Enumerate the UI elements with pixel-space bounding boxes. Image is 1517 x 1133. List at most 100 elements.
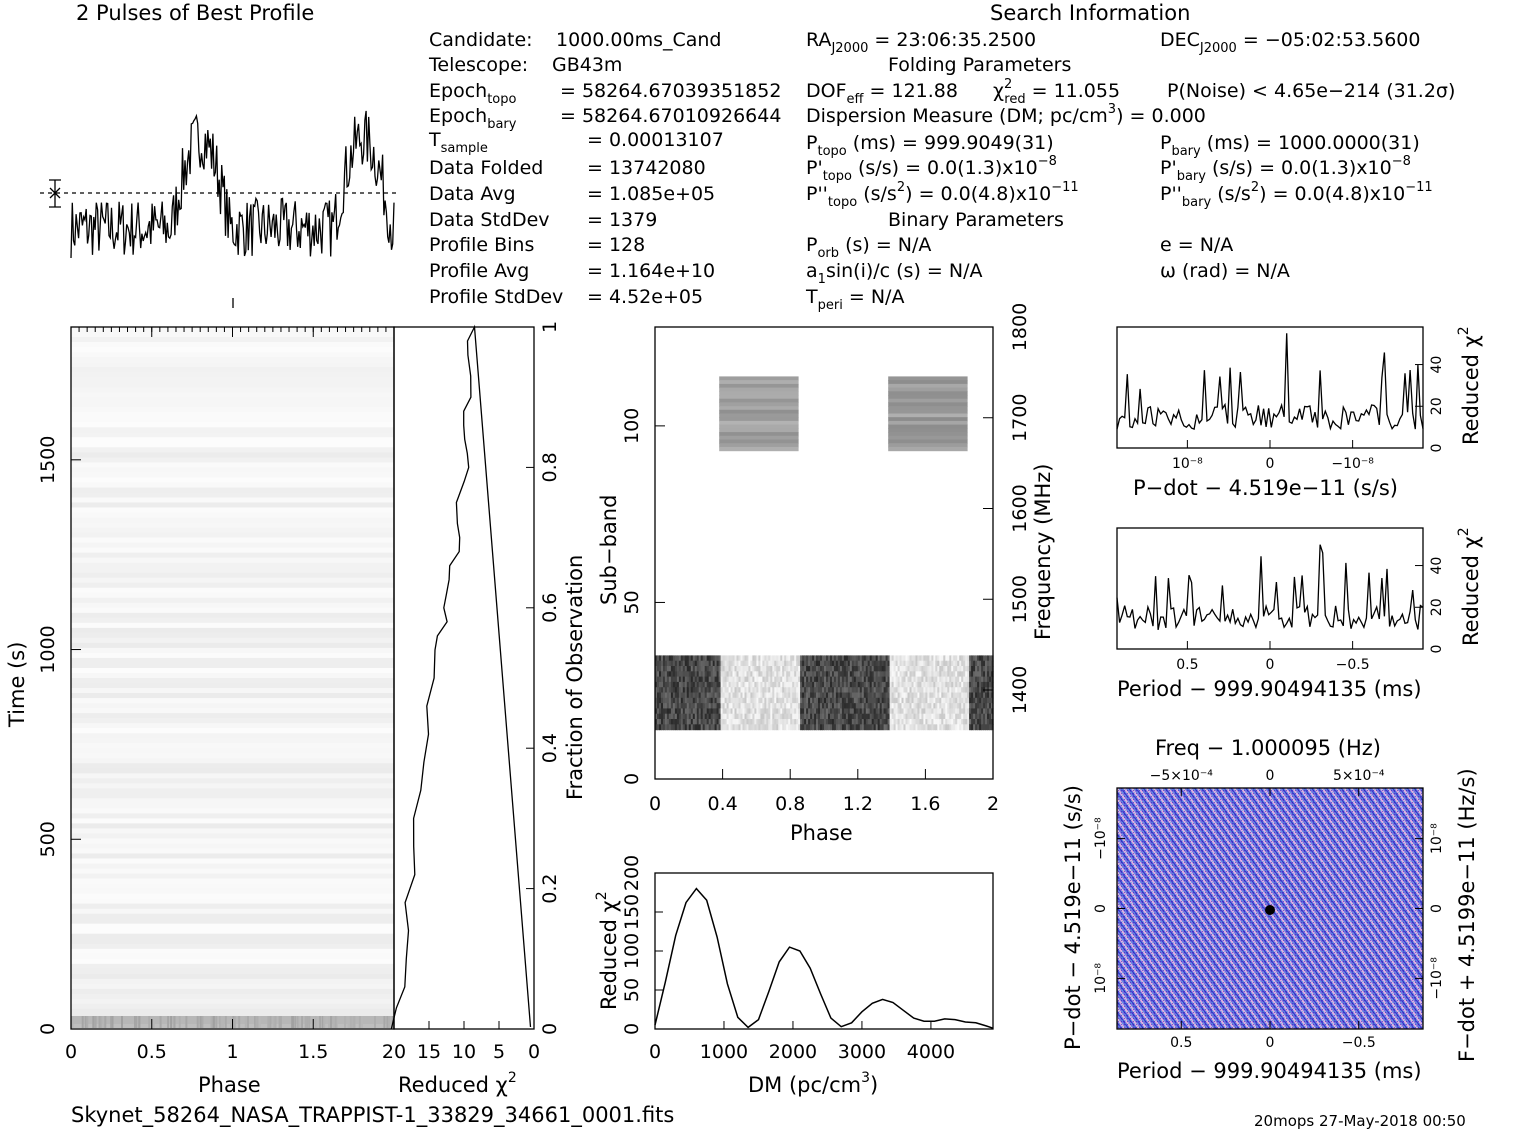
subband-lower-cell	[923, 724, 926, 731]
ppdot-ytick-label: 0	[1093, 904, 1109, 913]
time-phase-bottom-cell	[170, 1016, 173, 1028]
subband-lower-cell	[798, 660, 801, 667]
subband-lower-cell	[762, 660, 765, 667]
subband-lower-cell	[828, 687, 831, 694]
subband-lower-cell	[768, 687, 771, 694]
subband-lower-cell	[843, 697, 847, 704]
subband-lower-cell	[925, 681, 928, 688]
subband-lower-cell	[867, 692, 871, 699]
subband-lower-cell	[877, 703, 881, 709]
subband-lower-cell	[977, 671, 980, 678]
subband-lower-cell	[935, 724, 938, 731]
subband-lower-cell	[951, 666, 954, 672]
subband-lower-cell	[839, 671, 843, 678]
subband-lower-cell	[788, 719, 791, 725]
subband-lower-cell	[664, 666, 668, 672]
subband-lower-cell	[692, 655, 696, 662]
subband-lower-cell	[708, 713, 712, 720]
subband-lower-cell	[664, 697, 668, 704]
subband-lower-cell	[832, 719, 835, 725]
subband-lower-cell	[684, 692, 688, 699]
subband-lower-cell	[981, 697, 984, 704]
subband-lower-cell	[768, 681, 771, 688]
subband-lower-cell	[661, 676, 664, 683]
subband-lower-cell	[949, 681, 952, 688]
subband-lower-cell	[881, 660, 885, 667]
subband-lower-cell	[800, 681, 803, 688]
subband-lower-cell	[816, 687, 819, 694]
subband-lower-cell	[663, 697, 666, 704]
subband-lower-cell	[708, 708, 712, 715]
subband-lower-cell	[734, 676, 738, 683]
subband-lower-cell	[814, 660, 817, 667]
subband-lower-cell	[979, 660, 982, 667]
subband-lower-cell	[722, 719, 726, 725]
subband-lower-cell	[666, 719, 670, 725]
subband-lower-cell	[676, 692, 680, 699]
subband-lower-cell	[935, 655, 938, 662]
subband-lower-cell	[744, 724, 748, 731]
subband-lower-cell	[947, 681, 950, 688]
time-phase-bottom-cell	[148, 1016, 151, 1028]
subband-lower-cell	[760, 687, 763, 694]
subband-lower-cell	[965, 724, 968, 731]
subband-lower-cell	[794, 655, 797, 662]
time-chi2-ytick-label: 0.2	[539, 873, 561, 903]
subband-lower-cell	[959, 660, 962, 667]
subband-lower-cell	[700, 687, 704, 694]
time-phase-bottom-cell	[94, 1016, 97, 1028]
subband-lower-cell	[792, 676, 795, 683]
subband-lower-cell	[953, 655, 956, 662]
subband-lower-cell	[818, 724, 821, 731]
subband-lower-cell	[973, 666, 976, 672]
subband-lower-cell	[971, 681, 974, 688]
subband-lower-cell	[680, 671, 684, 678]
subband-lower-cell	[923, 655, 926, 662]
subband-lower-cell	[770, 703, 773, 709]
subband-lower-cell	[983, 697, 986, 704]
subband-lower-cell	[820, 660, 823, 667]
subband-lower-cell	[740, 697, 744, 704]
time-phase-row	[71, 758, 394, 764]
freq-tick-label: 5×10⁻⁴	[1333, 768, 1385, 784]
subband-lower-cell	[965, 666, 968, 672]
subband-lower-cell	[732, 724, 736, 731]
subband-lower-cell	[796, 724, 799, 731]
subband-lower-cell	[744, 713, 748, 720]
frequency-tick-label: 1800	[1009, 303, 1031, 351]
subband-lower-cell	[766, 681, 769, 688]
subband-lower-cell	[770, 671, 773, 678]
subband-lower-cell	[748, 697, 751, 704]
subband-lower-cell	[670, 681, 674, 688]
subband-lower-cell	[722, 724, 726, 731]
subband-lower-cell	[941, 703, 944, 709]
subband-lower-cell	[806, 697, 809, 704]
subband-lower-cell	[780, 719, 783, 725]
subband-lower-cell	[826, 692, 829, 699]
subband-lower-cell	[875, 660, 879, 667]
subband-lower-cell	[782, 713, 785, 720]
subband-lower-cell	[816, 676, 819, 683]
time-phase-row	[71, 978, 394, 985]
subband-lower-cell	[891, 724, 895, 731]
subband-lower-cell	[750, 703, 753, 709]
subband-lower-cell	[706, 708, 710, 715]
subband-lower-cell	[975, 676, 978, 683]
subband-lower-cell	[983, 692, 986, 699]
subband-lower-cell	[857, 708, 861, 715]
subband-lower-cell	[674, 724, 678, 731]
time-phase-bottom-cell	[212, 1016, 215, 1028]
period-xtick-label: −0.5	[1336, 657, 1370, 673]
subband-lower-cell	[903, 708, 907, 715]
subband-lower-cell	[945, 671, 948, 678]
subband-lower-cell	[969, 681, 972, 688]
subband-lower-cell	[941, 655, 944, 662]
subband-lower-cell	[672, 676, 676, 683]
pddtopo-label: P''topo (s/s2) = 0.0(4.8)x10−11	[806, 180, 1079, 210]
time-phase-row	[71, 562, 394, 569]
subband-lower-cell	[790, 687, 793, 694]
subband-lower-cell	[657, 666, 660, 672]
pdot-xlabel: P−dot − 4.519e−11 (s/s)	[1133, 476, 1398, 500]
ptopo-label: Ptopo (ms) = 999.9049(31)	[806, 132, 1054, 159]
subband-lower-cell	[668, 687, 672, 694]
